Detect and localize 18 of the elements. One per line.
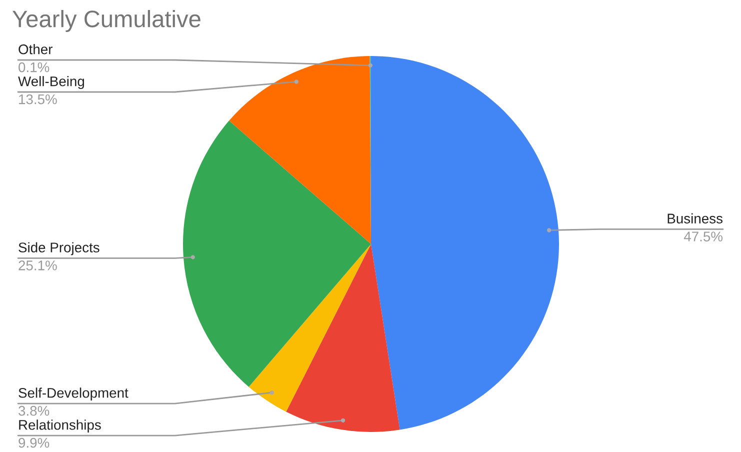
data-label: 3.8% — [18, 406, 50, 416]
pie-slice — [248, 244, 371, 412]
slice-label: Other — [18, 44, 53, 54]
data-label: 9.9% — [18, 438, 50, 448]
chart-title: Yearly Cumulative — [12, 10, 200, 32]
slice-label: Relationships — [19, 420, 101, 433]
pie-slice — [183, 120, 371, 387]
pie-slice — [286, 244, 400, 432]
data-label: 25.1% — [18, 260, 57, 270]
slice-label: Business — [668, 213, 722, 224]
slice-label: Well-Being — [18, 76, 84, 89]
slice-label: Side Projects — [18, 242, 100, 256]
data-label: 0.1% — [18, 62, 50, 72]
slice-label: Self-Development — [18, 388, 128, 401]
data-label: 47.5% — [684, 232, 723, 242]
pie-slice — [229, 56, 371, 244]
pie-slice — [371, 56, 559, 430]
data-label: 13.5% — [19, 94, 57, 104]
